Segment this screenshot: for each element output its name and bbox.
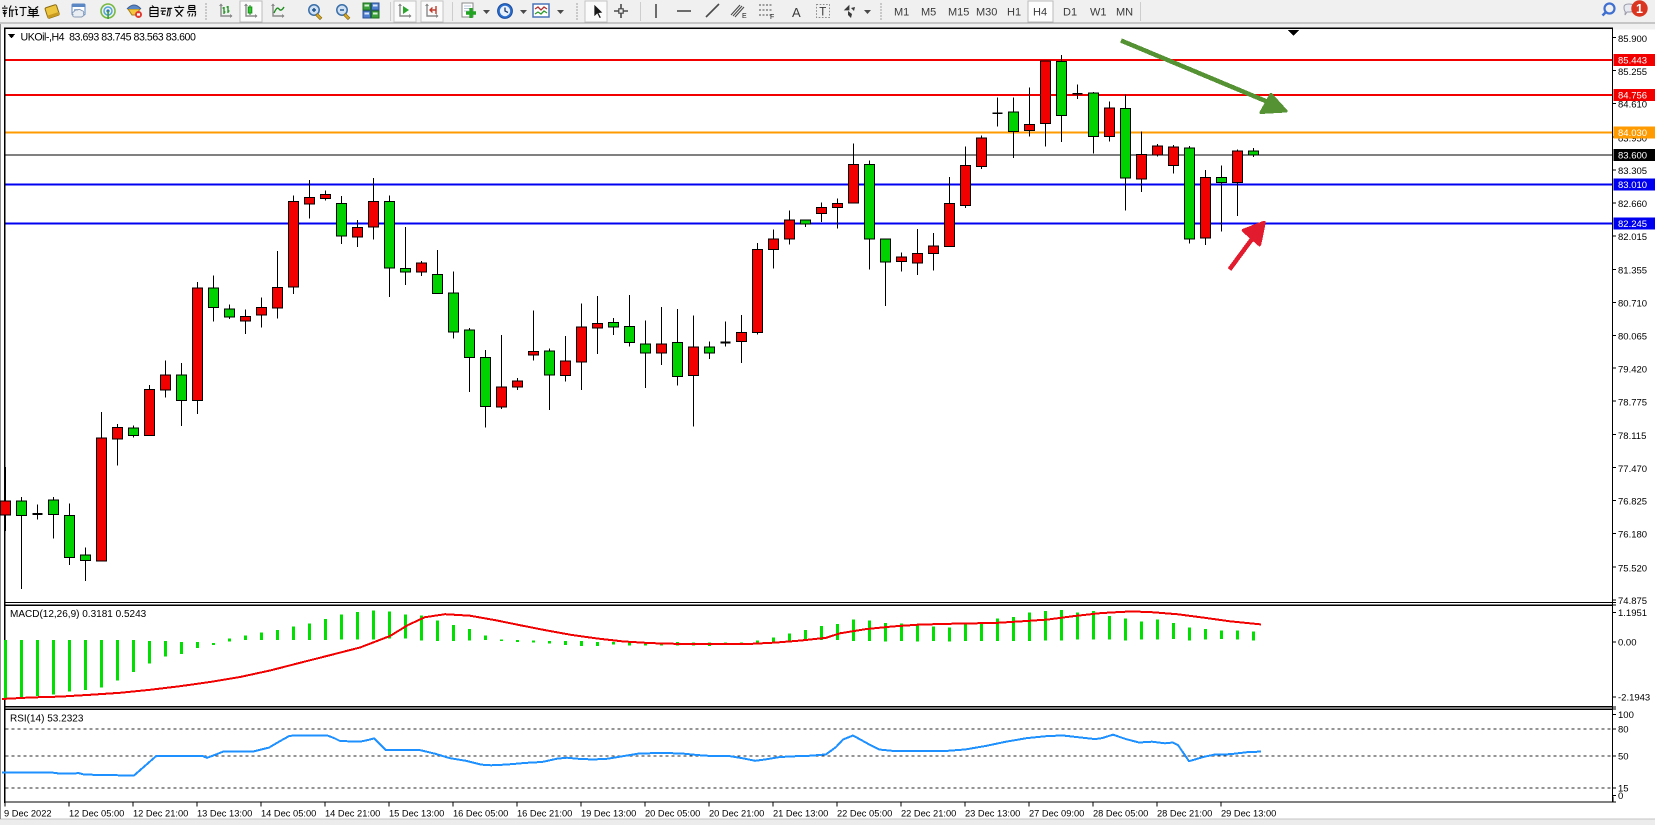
svg-text:78.115: 78.115 [1618, 431, 1646, 442]
svg-text:82.660: 82.660 [1618, 199, 1647, 210]
svg-text:74.875: 74.875 [1618, 596, 1647, 607]
svg-text:14 Dec 21:00: 14 Dec 21:00 [325, 809, 380, 819]
svg-text:RSI(14) 53.2323: RSI(14) 53.2323 [10, 714, 84, 725]
svg-text:M5: M5 [921, 7, 936, 19]
svg-text:82.015: 82.015 [1618, 232, 1647, 243]
svg-text:83.305: 83.305 [1618, 166, 1647, 177]
svg-text:12 Dec 21:00: 12 Dec 21:00 [133, 809, 188, 819]
svg-text:27 Dec 09:00: 27 Dec 09:00 [1029, 809, 1084, 819]
svg-text:22 Dec 05:00: 22 Dec 05:00 [837, 809, 892, 819]
svg-text:80.065: 80.065 [1618, 332, 1647, 343]
svg-text:80: 80 [1618, 724, 1629, 735]
svg-text:H4: H4 [1033, 7, 1047, 19]
svg-text:20 Dec 05:00: 20 Dec 05:00 [645, 809, 700, 819]
svg-text:1: 1 [1636, 2, 1643, 16]
svg-text:1.1951: 1.1951 [1618, 608, 1647, 619]
svg-text:77.470: 77.470 [1618, 464, 1647, 475]
svg-text:F: F [770, 14, 774, 21]
svg-text:M15: M15 [948, 7, 969, 19]
svg-text:9 Dec 2022: 9 Dec 2022 [4, 809, 52, 819]
svg-text:23 Dec 13:00: 23 Dec 13:00 [965, 809, 1020, 819]
svg-text:82.245: 82.245 [1618, 219, 1647, 230]
svg-text:H1: H1 [1007, 7, 1021, 19]
svg-text:13 Dec 13:00: 13 Dec 13:00 [197, 809, 252, 819]
svg-text:76.825: 76.825 [1618, 497, 1647, 508]
svg-text:76.180: 76.180 [1618, 530, 1647, 541]
svg-text:81.355: 81.355 [1618, 266, 1647, 277]
svg-text:M30: M30 [976, 7, 997, 19]
svg-text:75.520: 75.520 [1618, 563, 1647, 574]
svg-text:80.710: 80.710 [1618, 299, 1647, 310]
svg-text:84.030: 84.030 [1618, 128, 1647, 139]
svg-text:MN: MN [1116, 7, 1133, 19]
svg-text:0: 0 [1618, 791, 1623, 802]
svg-text:19 Dec 13:00: 19 Dec 13:00 [581, 809, 636, 819]
svg-text:20 Dec 21:00: 20 Dec 21:00 [709, 809, 764, 819]
svg-text:UKOil-,H4 83.693 83.745 83.56: UKOil-,H4 83.693 83.745 83.563 83.600 [21, 32, 196, 44]
svg-text:79.420: 79.420 [1618, 364, 1647, 375]
svg-text:16 Dec 21:00: 16 Dec 21:00 [517, 809, 572, 819]
svg-text:28 Dec 05:00: 28 Dec 05:00 [1093, 809, 1148, 819]
svg-text:15 Dec 13:00: 15 Dec 13:00 [389, 809, 444, 819]
svg-text:28 Dec 21:00: 28 Dec 21:00 [1157, 809, 1212, 819]
svg-text:MACD(12,26,9) 0.3181 0.5243: MACD(12,26,9) 0.3181 0.5243 [10, 609, 147, 620]
svg-text:0.00: 0.00 [1618, 638, 1637, 649]
svg-text:16 Dec 05:00: 16 Dec 05:00 [453, 809, 508, 819]
svg-text:T: T [819, 7, 826, 19]
svg-text:E: E [742, 13, 747, 20]
svg-text:14 Dec 05:00: 14 Dec 05:00 [261, 809, 316, 819]
svg-text:-2.1943: -2.1943 [1618, 693, 1650, 704]
svg-text:50: 50 [1618, 751, 1629, 762]
svg-text:22 Dec 21:00: 22 Dec 21:00 [901, 809, 956, 819]
svg-text:W1: W1 [1090, 7, 1107, 19]
svg-text:29 Dec 13:00: 29 Dec 13:00 [1221, 809, 1276, 819]
svg-text:78.775: 78.775 [1618, 397, 1647, 408]
svg-text:A: A [792, 5, 801, 20]
svg-text:83.010: 83.010 [1618, 180, 1647, 191]
svg-text:84.756: 84.756 [1618, 91, 1647, 102]
svg-text:83.600: 83.600 [1618, 151, 1647, 162]
svg-text:85.443: 85.443 [1618, 56, 1647, 67]
svg-text:21 Dec 13:00: 21 Dec 13:00 [773, 809, 828, 819]
svg-text:85.900: 85.900 [1618, 34, 1647, 45]
svg-text:85.255: 85.255 [1618, 67, 1647, 78]
svg-text:D1: D1 [1063, 7, 1077, 19]
svg-text:M1: M1 [894, 7, 909, 19]
svg-text:12 Dec 05:00: 12 Dec 05:00 [69, 809, 124, 819]
svg-text:100: 100 [1618, 710, 1634, 721]
